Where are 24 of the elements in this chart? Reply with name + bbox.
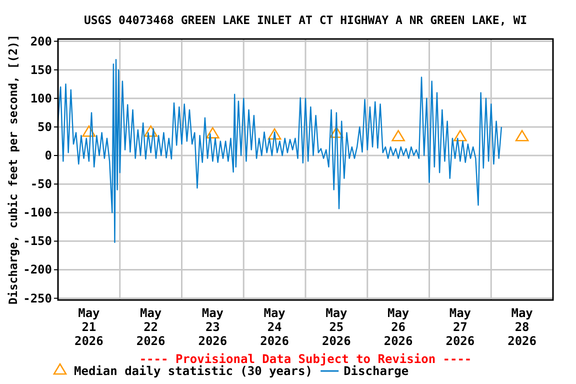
- y-axis-title: Discharge, cubic feet per second, [(2)]: [6, 34, 20, 305]
- x-tick-label: May 27 2026: [446, 306, 475, 348]
- y-tick-label: -100: [23, 206, 52, 220]
- y-tick-label: 200: [30, 34, 52, 48]
- x-tick-label: May 23 2026: [198, 306, 228, 348]
- y-tick-label: 100: [30, 91, 52, 106]
- line-series: [57, 58, 502, 243]
- x-tick-label: May 28 2026: [508, 306, 537, 348]
- y-tick-label: -150: [23, 234, 52, 248]
- y-tick-label: 0: [44, 148, 52, 163]
- y-tick-label: 50: [38, 120, 52, 134]
- x-tick-label: May 24 2026: [260, 306, 290, 348]
- y-tick-label: 150: [30, 62, 52, 77]
- chart-title: USGS 04073468 GREEN LAKE INLET AT CT HIGHWAY A NR GREEN LAKE, WI: [84, 13, 528, 27]
- y-tick-label: -200: [23, 262, 52, 277]
- x-tick-label: May 21 2026: [74, 306, 104, 348]
- y-tick-label: -250: [23, 291, 52, 306]
- x-tick-label: May 25 2026: [322, 306, 351, 348]
- text: ---- Provisional Data Subject to Revision ----: [139, 352, 472, 366]
- x-tick-label: May 26 2026: [384, 306, 413, 348]
- legend-label: Discharge: [344, 364, 409, 378]
- x-tick-label: May 22 2026: [136, 306, 166, 348]
- y-tick-label: -50: [30, 177, 52, 192]
- legend-label: Median daily statistic (30 years): [74, 364, 312, 378]
